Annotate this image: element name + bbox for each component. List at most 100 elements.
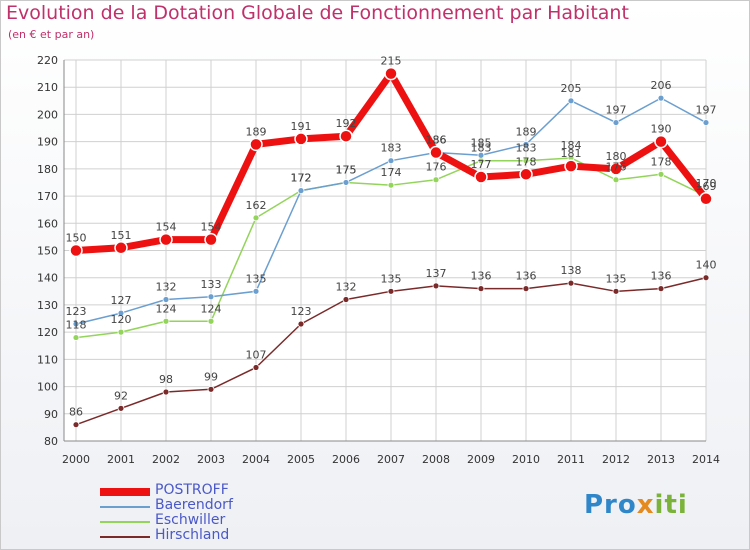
data-label-hirschland: 138 bbox=[561, 264, 582, 277]
data-label-postroff: 215 bbox=[381, 55, 402, 68]
data-label-postroff: 151 bbox=[111, 229, 132, 242]
data-point-baerendorf bbox=[117, 309, 125, 317]
legend-label-postroff: POSTROFF bbox=[155, 482, 229, 498]
data-label-eschwiller: 178 bbox=[651, 155, 672, 168]
x-tick-label: 2001 bbox=[107, 453, 135, 466]
data-point-baerendorf bbox=[72, 320, 80, 328]
legend-label-baerendorf: Baerendorf bbox=[155, 497, 233, 513]
x-tick-label: 2010 bbox=[512, 453, 540, 466]
proxiti-logo: Proxiti bbox=[584, 490, 688, 520]
data-label-eschwiller: 118 bbox=[66, 319, 87, 332]
data-point-eschwiller bbox=[162, 317, 170, 325]
data-point-hirschland bbox=[342, 296, 350, 303]
logo-text-pro: Pro bbox=[584, 490, 637, 520]
data-label-postroff: 154 bbox=[201, 221, 222, 234]
data-point-postroff bbox=[114, 241, 128, 255]
data-label-eschwiller: 174 bbox=[381, 166, 402, 179]
data-point-eschwiller bbox=[252, 214, 260, 222]
data-point-baerendorf bbox=[297, 187, 305, 195]
data-label-hirschland: 136 bbox=[651, 270, 672, 283]
data-label-postroff: 180 bbox=[606, 150, 627, 163]
data-label-postroff: 186 bbox=[426, 134, 447, 147]
data-label-hirschland: 107 bbox=[246, 349, 267, 362]
data-label-baerendorf: 186 bbox=[426, 134, 447, 147]
data-label-eschwiller: 175 bbox=[336, 163, 357, 176]
data-point-eschwiller bbox=[657, 170, 665, 178]
x-tick-label: 2011 bbox=[557, 453, 585, 466]
legend-swatch-hirschland bbox=[100, 536, 150, 538]
x-tick-label: 2007 bbox=[377, 453, 405, 466]
x-tick-label: 2002 bbox=[152, 453, 180, 466]
data-point-baerendorf bbox=[342, 179, 350, 186]
y-tick-label: 90 bbox=[44, 408, 58, 421]
data-label-postroff: 181 bbox=[561, 147, 582, 160]
data-label-postroff: 192 bbox=[336, 117, 357, 130]
data-label-postroff: 190 bbox=[651, 123, 672, 136]
data-label-hirschland: 98 bbox=[159, 373, 173, 386]
data-label-postroff: 178 bbox=[516, 155, 537, 168]
data-label-baerendorf: 175 bbox=[336, 163, 357, 176]
data-point-baerendorf bbox=[387, 157, 395, 165]
data-label-postroff: 189 bbox=[246, 125, 267, 138]
data-label-eschwiller: 120 bbox=[111, 313, 132, 326]
legend-item-baerendorf: Baerendorf bbox=[100, 497, 320, 514]
data-label-eschwiller: 124 bbox=[156, 302, 177, 315]
data-label-hirschland: 92 bbox=[114, 389, 128, 402]
legend-swatch-postroff bbox=[100, 488, 150, 496]
data-label-postroff: 154 bbox=[156, 221, 177, 234]
legend-item-hirschland: Hirschland bbox=[100, 527, 320, 544]
y-tick-label: 200 bbox=[37, 108, 58, 121]
data-label-baerendorf: 197 bbox=[606, 104, 627, 117]
data-point-eschwiller bbox=[612, 176, 620, 184]
data-label-hirschland: 137 bbox=[426, 267, 447, 280]
y-tick-label: 150 bbox=[37, 245, 58, 258]
data-label-eschwiller: 176 bbox=[606, 161, 627, 174]
data-label-hirschland: 123 bbox=[291, 305, 312, 318]
y-tick-label: 140 bbox=[37, 272, 58, 285]
x-tick-label: 2009 bbox=[467, 453, 495, 466]
data-point-baerendorf bbox=[162, 296, 170, 303]
data-point-hirschland bbox=[162, 388, 170, 396]
data-point-eschwiller bbox=[522, 157, 530, 165]
legend-swatch-eschwiller bbox=[100, 521, 150, 523]
data-point-baerendorf bbox=[522, 140, 530, 148]
data-label-baerendorf: 189 bbox=[516, 125, 537, 138]
data-point-baerendorf bbox=[252, 287, 260, 295]
data-label-eschwiller: 124 bbox=[201, 302, 222, 315]
data-point-hirschland bbox=[612, 287, 620, 295]
y-tick-label: 80 bbox=[44, 435, 58, 448]
data-point-postroff bbox=[429, 145, 443, 160]
legend-item-eschwiller: Eschwiller bbox=[100, 512, 320, 529]
data-label-hirschland: 99 bbox=[204, 370, 218, 383]
data-label-eschwiller: 183 bbox=[471, 142, 492, 155]
data-point-baerendorf bbox=[477, 151, 485, 159]
data-point-postroff bbox=[699, 192, 713, 206]
x-tick-label: 2014 bbox=[692, 453, 720, 466]
data-label-baerendorf: 206 bbox=[651, 79, 672, 92]
chart-title: Evolution de la Dotation Globale de Fonc… bbox=[6, 2, 629, 24]
data-label-postroff: 169 bbox=[696, 180, 717, 193]
data-point-postroff bbox=[609, 162, 623, 176]
data-label-baerendorf: 127 bbox=[111, 294, 132, 307]
data-point-postroff bbox=[564, 159, 578, 173]
logo-text-iti: iti bbox=[654, 490, 688, 520]
data-point-baerendorf bbox=[657, 94, 665, 102]
data-point-postroff bbox=[519, 167, 533, 182]
data-point-baerendorf bbox=[207, 293, 215, 301]
data-point-baerendorf bbox=[567, 97, 575, 105]
data-point-hirschland bbox=[252, 364, 260, 371]
data-label-hirschland: 135 bbox=[381, 272, 402, 285]
data-point-hirschland bbox=[567, 279, 575, 287]
y-tick-label: 170 bbox=[37, 190, 58, 203]
y-tick-label: 190 bbox=[37, 136, 58, 149]
data-label-eschwiller: 176 bbox=[426, 161, 447, 174]
data-point-eschwiller bbox=[432, 176, 440, 184]
data-point-hirschland bbox=[702, 274, 710, 282]
logo-text-x: x bbox=[636, 490, 655, 520]
data-point-hirschland bbox=[387, 287, 395, 295]
y-tick-label: 120 bbox=[37, 326, 58, 339]
x-tick-label: 2000 bbox=[62, 453, 90, 466]
data-label-baerendorf: 135 bbox=[246, 272, 267, 285]
chart-legend: POSTROFF Baerendorf Eschwiller Hirschland bbox=[100, 482, 320, 544]
data-point-eschwiller bbox=[72, 334, 80, 341]
